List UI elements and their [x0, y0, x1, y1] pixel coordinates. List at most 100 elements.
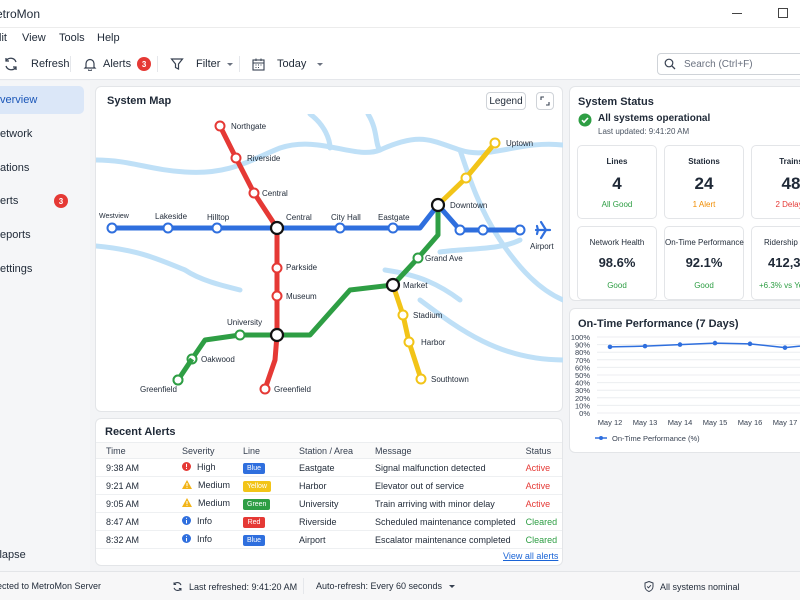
sidebar-item-settings[interactable]: ettings	[0, 255, 84, 283]
stat-card-stations[interactable]: Stations 24 1 Alert	[664, 145, 744, 219]
label-harbor: Harbor	[421, 338, 446, 347]
col-message[interactable]: Message	[365, 442, 516, 459]
search-input[interactable]	[684, 58, 794, 70]
table-row[interactable]: 8:47 AM Info Red Riverside Scheduled mainten…	[96, 512, 562, 531]
label-riverside: Riverside	[247, 154, 281, 163]
alerts-table: Time Severity Line Station / Area Messag…	[96, 442, 562, 549]
refresh-icon	[5, 57, 17, 71]
station-greenfield	[259, 383, 271, 395]
date-range-dropdown[interactable]: Today	[252, 48, 324, 80]
sidebar-item-label: verview	[0, 94, 38, 106]
label-lakeside: Lakeside	[155, 212, 188, 221]
stat-value: 48	[781, 174, 800, 193]
station-east-1	[454, 224, 466, 236]
y-tick-label: 50%	[575, 371, 590, 380]
col-time[interactable]: Time	[96, 442, 172, 459]
table-row[interactable]: 9:21 AM Medium Yellow Harbor Elevator out of…	[96, 476, 562, 495]
station-riverside	[230, 152, 242, 164]
y-tick-label: 30%	[575, 386, 590, 395]
interchange-university	[269, 327, 285, 343]
refresh-button[interactable]: Refresh	[3, 48, 70, 80]
alerts-button[interactable]: Alerts 3	[83, 48, 152, 80]
stat-card-on-time[interactable]: On-Time Performance 92.1% Good	[664, 226, 744, 300]
station-westview	[106, 222, 118, 234]
alert-time: 9:38 AM	[96, 458, 172, 477]
refresh-label: Refresh	[31, 58, 70, 70]
maximize-icon[interactable]	[778, 8, 788, 18]
table-row[interactable]: 9:38 AM High Blue Eastgate Signal malfunctio…	[96, 458, 562, 477]
col-station[interactable]: Station / Area	[289, 442, 365, 459]
auto-refresh-dropdown[interactable]: Auto-refresh: Every 60 seconds	[316, 581, 456, 591]
error-icon	[182, 462, 191, 472]
app-title: etroMon	[0, 7, 41, 21]
view-all-alerts-link[interactable]: View all alerts	[503, 551, 559, 561]
alert-station: University	[289, 494, 365, 513]
filter-button[interactable]: Filter	[170, 48, 234, 80]
bell-icon	[83, 58, 97, 71]
on-time-line-chart[interactable]: 0%10%20%30%40%50%60%70%80%90%100% May 12 M…	[569, 330, 800, 450]
sidebar-item-network[interactable]: etwork	[0, 120, 84, 148]
x-tick-label: May 17	[773, 418, 798, 427]
menu-edit[interactable]: lit	[0, 32, 7, 44]
menu-tools[interactable]: Tools	[59, 32, 85, 44]
sidebar-item-overview[interactable]: verview	[0, 86, 84, 114]
station-southtown	[415, 373, 427, 385]
stat-label: Trains	[779, 157, 800, 166]
table-row[interactable]: 9:05 AM Medium Green University Train arrivi…	[96, 494, 562, 513]
table-row[interactable]: 8:32 AM Info Blue Airport Escalator maintena…	[96, 530, 562, 549]
stat-card-ridership[interactable]: Ridership (Today) 412,3 +6.3% vs Yesterd…	[751, 226, 800, 300]
legend-button[interactable]: Legend	[486, 92, 526, 110]
alerts-label: Alerts	[103, 58, 132, 70]
label-museum: Museum	[286, 292, 317, 301]
label-stadium: Stadium	[413, 311, 443, 320]
stat-sub: +6.3% vs Yesterday	[759, 281, 800, 290]
station-airport	[514, 224, 526, 236]
statusbar-divider	[303, 578, 304, 594]
menu-view[interactable]: View	[22, 32, 46, 44]
system-map[interactable]: Northgate Riverside Central Westview Lak…	[96, 114, 563, 410]
alert-message: Signal malfunction detected	[365, 458, 516, 477]
alert-time: 9:05 AM	[96, 494, 172, 513]
green-line	[189, 202, 441, 362]
station-museum	[271, 290, 283, 302]
col-line[interactable]: Line	[233, 442, 289, 459]
stat-card-network-health[interactable]: Network Health 98.6% Good	[577, 226, 657, 300]
alert-status: Cleared	[515, 530, 562, 549]
col-severity[interactable]: Severity	[172, 442, 233, 459]
search-box[interactable]	[657, 53, 800, 75]
y-tick-label: 60%	[575, 363, 590, 372]
stat-label: Lines	[606, 157, 628, 166]
stat-card-lines[interactable]: Lines 4 All Good	[577, 145, 657, 219]
menu-help[interactable]: Help	[97, 32, 120, 44]
sidebar-item-reports[interactable]: eports	[0, 221, 84, 249]
alerts-count-badge: 3	[54, 194, 68, 208]
stat-card-trains[interactable]: Trains 48 2 Delays	[751, 145, 800, 219]
station-university	[234, 329, 246, 341]
station-eastgate	[387, 222, 399, 234]
sidebar-item-label: etwork	[0, 128, 33, 140]
label-uptown: Uptown	[506, 139, 533, 148]
sidebar-item-label: ations	[0, 162, 30, 174]
x-tick-label: May 14	[668, 418, 693, 427]
sidebar-item-stations[interactable]: ations	[0, 154, 84, 182]
on-time-chart-title: On-Time Performance (7 Days)	[578, 318, 739, 330]
col-status[interactable]: Status	[515, 442, 562, 459]
sidebar-item-label: ettings	[0, 263, 33, 275]
alerts-count-badge: 3	[137, 57, 152, 71]
river-layer	[96, 114, 563, 363]
search-icon	[664, 58, 676, 70]
label-hilltop: Hilltop	[207, 213, 230, 222]
line-pill: Blue	[243, 462, 266, 474]
expand-map-button[interactable]	[536, 92, 554, 110]
minimize-icon[interactable]	[732, 13, 742, 14]
alert-time: 9:21 AM	[96, 476, 172, 495]
data-point	[642, 343, 648, 349]
station-greenfield-w-dot	[172, 374, 184, 386]
collapse-button[interactable]: llapse	[0, 549, 26, 561]
expand-icon	[540, 96, 550, 106]
sidebar-item-alerts[interactable]: erts 3	[0, 187, 84, 215]
alert-severity: Info	[172, 530, 233, 549]
alert-time: 8:47 AM	[96, 512, 172, 531]
severity-label: Info	[197, 515, 213, 526]
stat-sub: 1 Alert	[692, 200, 716, 209]
